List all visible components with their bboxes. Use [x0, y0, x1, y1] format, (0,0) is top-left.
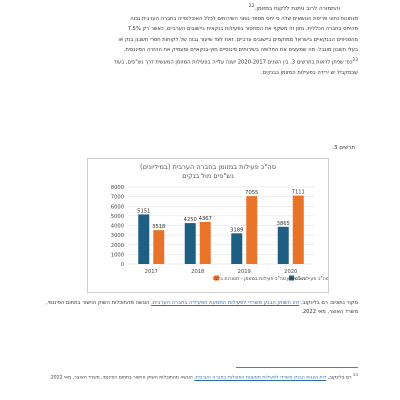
- y-tick-label: 3000: [111, 233, 124, 239]
- intro-text: והתמורה לרוב ניתנת ללקוח במזומן.: [254, 5, 340, 12]
- data-label: 3189: [230, 227, 243, 233]
- footnote-divider: [236, 367, 358, 368]
- intro-line: והתמורה לרוב ניתנת ללקוח במזומן.22: [60, 2, 340, 14]
- chart-subtitle: נש"פים מול בנקים: [182, 172, 234, 180]
- footnote-text: הוגשה מהתוכלות השוק הוישור בתחום הפיננסי…: [101, 375, 193, 381]
- chart-frame: סה"כ פעילות במזומן בחברה הערבית (במיליונ…: [87, 158, 329, 293]
- legend-swatch-nsp: [214, 275, 219, 281]
- data-label: 3518: [152, 224, 165, 230]
- footnote-text-2: משרד האוצר, מאי 2022.: [49, 375, 100, 381]
- x-tick-label: 2019: [238, 269, 251, 275]
- paragraph-line: מנתונות נתוני פריסת הנושאים שלה כי יחס מ…: [130, 16, 358, 22]
- y-tick-label: 1000: [111, 252, 124, 258]
- bar-nsp-2020: [292, 195, 304, 264]
- y-tick-label: 2000: [111, 243, 124, 249]
- data-label: 4367: [199, 216, 212, 222]
- bar-nsp-2019: [246, 196, 258, 264]
- chart-title: סה"כ פעילות במזומן בחברה הערבית (במיליונ…: [140, 163, 276, 171]
- bar-banks-2018: [184, 223, 196, 264]
- x-tick-label: 2017: [145, 269, 158, 275]
- paragraph-line: שבמקביל יש ירידה בפעילות המזומן בבנקים.: [260, 69, 358, 76]
- footnote-link[interactable]: דוח הצגות הבנק משרדי לפעילות תמעטת הפעיל…: [194, 375, 327, 381]
- paragraph-line: 23כפי שניתן לראות בתרשים 3, בין השנים 20…: [113, 57, 358, 66]
- y-tick-label: 4000: [111, 224, 124, 230]
- bar-banks-2020: [277, 226, 289, 264]
- footnote: 23 רם בלינקוב, דוח הצגות הבנק משרדי לפעי…: [40, 371, 358, 383]
- data-label: 3865: [277, 221, 290, 227]
- source-note: מקור נתונים: רם בלינקוב, זהו השווק הבנק …: [40, 299, 358, 316]
- bar-banks-2017: [138, 214, 150, 264]
- footnote-number: 23: [353, 372, 358, 377]
- source-label: מקור נתונים:: [329, 300, 358, 306]
- y-tick-label: 7000: [111, 195, 124, 201]
- bar-nsp-2017: [153, 230, 165, 264]
- y-tick-label: 6000: [111, 204, 124, 210]
- footnote-ref-23: 23: [352, 57, 358, 63]
- source-link[interactable]: זהו השווק הבנק משרדי לפעילות התמעת הפעיל…: [151, 300, 300, 306]
- data-label: 7055: [245, 190, 258, 196]
- paragraph-line: מהיחס בחברה הכללית. נתון זה משקף את המחס…: [127, 26, 358, 33]
- data-label: 5151: [137, 208, 150, 214]
- bar-banks-2019: [231, 233, 243, 264]
- data-label: 7111: [292, 190, 305, 196]
- y-tick-label: 8000: [111, 185, 124, 191]
- figure-label: תרשים 3:: [332, 145, 355, 151]
- legend-label-banks: בנקים - סה"כ פעילות במזומן: [287, 276, 328, 282]
- source-author: רם בלינקוב,: [300, 300, 328, 306]
- data-label: 4250: [184, 217, 197, 223]
- paragraph-line: מהסניפים הבנקאיים בישראל ממוקמים ביישובי…: [118, 36, 358, 43]
- bar-chart: סה"כ פעילות במזומן בחברה הערבית (במיליונ…: [111, 163, 328, 282]
- x-tick-label: 2020: [284, 269, 297, 275]
- y-tick-label: 5000: [111, 214, 124, 220]
- footnote-author: רם בלינקוב,: [327, 375, 352, 381]
- legend-swatch-banks: [289, 275, 294, 281]
- x-tick-label: 2018: [191, 269, 204, 275]
- bar-nsp-2018: [199, 221, 211, 264]
- y-tick-label: 0: [121, 262, 124, 268]
- footnote-ref-22: 22: [248, 4, 255, 9]
- paragraph-line: בעלי חשבון מוגבל. מה שמעצים את החלופה בש…: [123, 47, 358, 54]
- body-paragraph: מנתונות נתוני פריסת הנושאים שלה כי יחס מ…: [40, 14, 358, 78]
- source-text: הוגשה מהתוכלות השוק הוישור בתחום הפיננסי…: [46, 300, 358, 315]
- legend-label-nsp: נש"פים - סה"כ פעילות במזומן - תמורות בלב…: [212, 276, 306, 282]
